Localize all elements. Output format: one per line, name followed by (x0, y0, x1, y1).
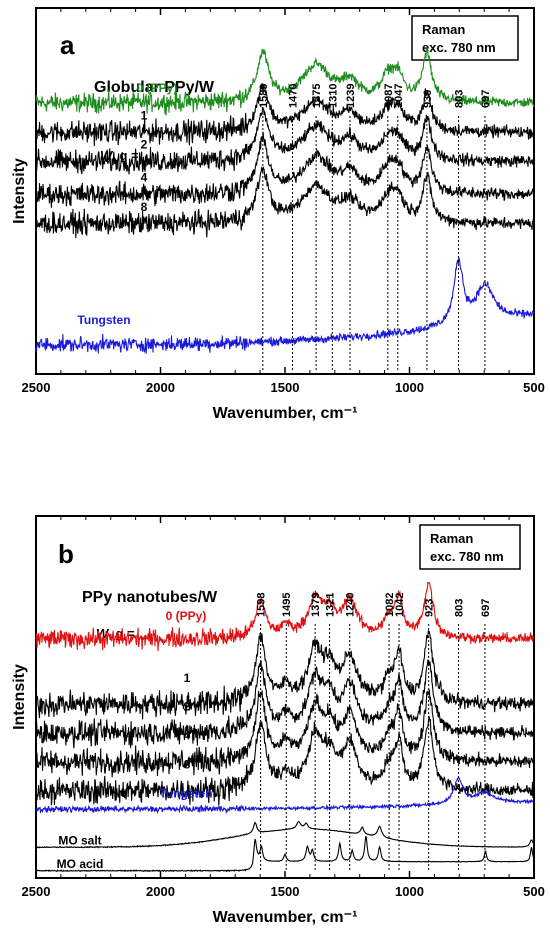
spectrum-line-8 (35, 716, 535, 806)
spectrum-line-tungsten (35, 776, 535, 815)
legend-line-2: exc. 780 nm (422, 40, 496, 55)
series-label: MO salt (58, 834, 101, 848)
peak-label: 803 (454, 599, 466, 617)
series-label: 4 (184, 729, 191, 743)
x-tick-label: 1500 (271, 380, 300, 395)
x-tick-label: 1000 (395, 380, 424, 395)
peak-label: 1310 (327, 84, 339, 108)
series-label: 8 (141, 200, 148, 214)
series-label: 2 (141, 138, 148, 152)
spectrum-line-tungsten (35, 257, 535, 354)
x-tick-label: 500 (523, 380, 545, 395)
series-label: MO acid (57, 857, 104, 871)
peak-label: 1321 (325, 593, 337, 617)
chart-panel-a: 2500 2000 1500 1000 500 Wavenumber, cm⁻¹ Inten… (11, 7, 545, 422)
series-label: 0 (PPy) (137, 81, 178, 95)
spectrum-line-mo-acid (35, 836, 535, 873)
peak-label: 1240 (345, 593, 357, 617)
peak-label: 1087 (383, 84, 395, 108)
series-label: Tungsten (159, 787, 212, 801)
x-tick-label: 1000 (395, 884, 424, 899)
series-label: 1 (184, 671, 191, 685)
peak-label: 1598 (256, 593, 268, 617)
spectrum-line-0-ppy- (35, 581, 535, 652)
spectrum-line-1 (35, 83, 535, 147)
series-label: 4 (141, 170, 148, 184)
legend-line-2: exc. 780 nm (430, 549, 504, 564)
panel-letter: a (60, 30, 75, 60)
x-axis-title: Wavenumber, cm⁻¹ (213, 909, 358, 926)
series-label: 8 (184, 758, 191, 772)
panel-title: Globular PPy/W (94, 79, 215, 96)
series-label: 2 (184, 700, 191, 714)
peak-label: 1375 (311, 84, 323, 108)
x-tick-label: 2000 (146, 380, 175, 395)
panel-title: PPy nanotubes/W (82, 589, 218, 606)
peak-label: 1042 (394, 593, 406, 617)
x-axis-title: Wavenumber, cm⁻¹ (213, 405, 358, 422)
x-tick-label: 1500 (271, 884, 300, 899)
spectrum-line-2 (35, 106, 535, 175)
legend-box (419, 524, 521, 570)
series-label: 1 (141, 108, 148, 122)
spectrum-line-4 (35, 689, 535, 778)
peak-label: 1239 (345, 84, 357, 108)
spectrum-line-2 (35, 659, 535, 749)
legend-line-1: Raman (422, 22, 465, 37)
chart-panel-b: 2500 2000 1500 1000 500 Wavenumber, cm⁻¹ Inten… (11, 515, 545, 926)
peak-label: 697 (480, 599, 492, 617)
peak-label: 1047 (393, 84, 405, 108)
peak-label: 1379 (310, 593, 322, 617)
peak-label: 1470 (287, 84, 299, 108)
spectrum-line-4 (35, 131, 535, 208)
spectrum-line-0-ppy- (35, 47, 535, 116)
panel-letter: b (58, 539, 74, 569)
peak-label: 1082 (384, 593, 396, 617)
spectrum-line-8 (35, 166, 535, 239)
y-axis-title: Intensity (11, 158, 28, 224)
x-tick-label: 2500 (22, 380, 51, 395)
x-tick-label: 500 (523, 884, 545, 899)
peak-label: 1589 (258, 84, 270, 108)
series-label: 0 (PPy) (166, 609, 207, 623)
peak-label: 803 (454, 90, 466, 108)
y-axis-title: Intensity (11, 664, 28, 730)
spectrum-line-mo-salt (35, 821, 535, 849)
x-tick-label: 2500 (22, 884, 51, 899)
legend-line-1: Raman (430, 531, 473, 546)
peak-label: 697 (480, 90, 492, 108)
peak-label: 930 (422, 90, 434, 108)
x-tick-label: 2000 (146, 884, 175, 899)
plot-frame (35, 515, 535, 879)
peak-label: 1495 (281, 593, 293, 617)
peak-label: 923 (424, 599, 436, 617)
legend-box (411, 15, 519, 61)
spectrum-line-1 (35, 630, 535, 720)
series-label: Tungsten (77, 313, 130, 327)
